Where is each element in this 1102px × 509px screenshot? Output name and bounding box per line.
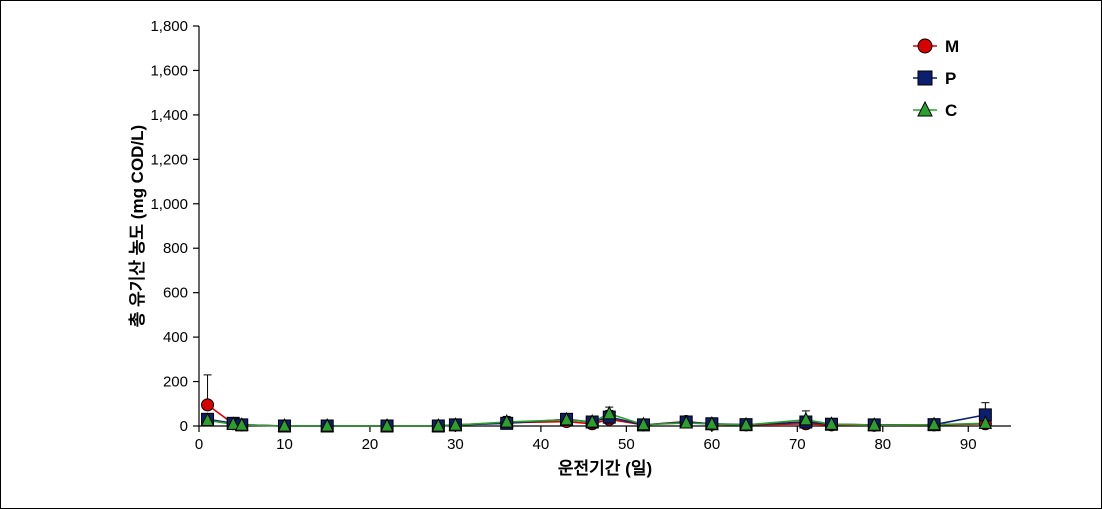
svg-text:1,000: 1,000 xyxy=(150,196,188,213)
svg-text:60: 60 xyxy=(703,436,720,453)
svg-text:10: 10 xyxy=(276,436,293,453)
svg-text:1,600: 1,600 xyxy=(150,62,188,79)
svg-text:400: 400 xyxy=(163,329,188,346)
svg-text:800: 800 xyxy=(163,240,188,257)
svg-text:0: 0 xyxy=(180,418,188,435)
chart-container: 0 200 400 600 800 1,000 1,200 1,400 1,600 1,800 0 1… xyxy=(0,0,1102,509)
svg-text:1,800: 1,800 xyxy=(150,18,188,35)
svg-text:200: 200 xyxy=(163,374,188,391)
svg-text:20: 20 xyxy=(362,436,379,453)
svg-text:40: 40 xyxy=(533,436,550,453)
svg-text:90: 90 xyxy=(960,436,977,453)
svg-text:C: C xyxy=(945,101,957,120)
svg-text:1,400: 1,400 xyxy=(150,107,188,124)
svg-text:600: 600 xyxy=(163,285,188,302)
svg-text:총 유기산 농도 (mg COD/L): 총 유기산 농도 (mg COD/L) xyxy=(128,125,147,327)
svg-text:30: 30 xyxy=(447,436,464,453)
svg-text:0: 0 xyxy=(195,436,203,453)
svg-text:운전기간 (일): 운전기간 (일) xyxy=(558,459,652,478)
chart: 0 200 400 600 800 1,000 1,200 1,400 1,600 1,800 0 1… xyxy=(121,16,1021,486)
chart-svg: 0 200 400 600 800 1,000 1,200 1,400 1,600 1,800 0 1… xyxy=(121,16,1021,486)
svg-text:1,200: 1,200 xyxy=(150,151,188,168)
svg-text:80: 80 xyxy=(874,436,891,453)
svg-text:70: 70 xyxy=(789,436,806,453)
svg-text:P: P xyxy=(945,69,956,88)
svg-text:M: M xyxy=(945,37,959,56)
svg-text:50: 50 xyxy=(618,436,635,453)
